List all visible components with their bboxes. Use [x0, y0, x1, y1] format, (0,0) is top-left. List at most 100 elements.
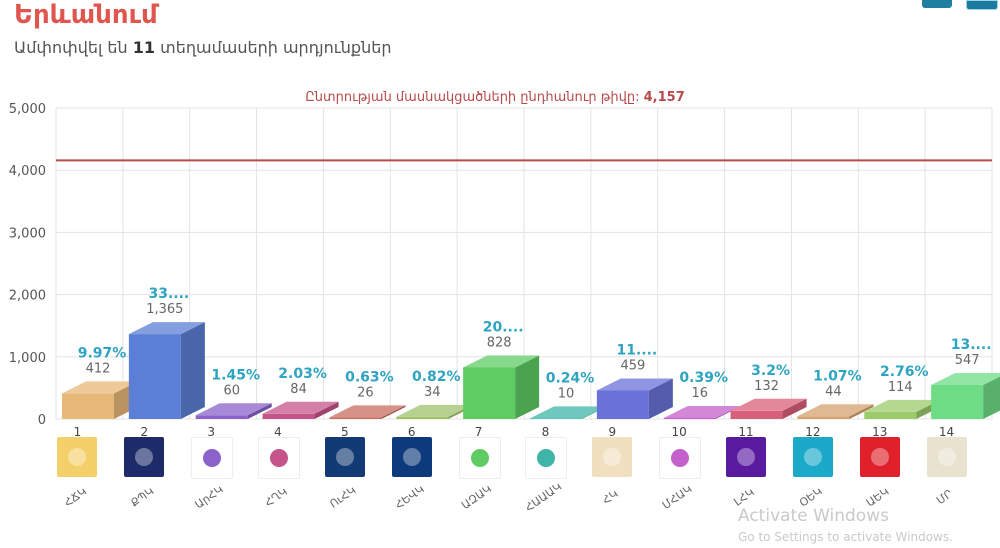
- bar-side: [515, 355, 540, 419]
- bar-front: [931, 384, 984, 419]
- party-name-label: ՄՐ: [934, 487, 955, 507]
- minimize-button[interactable]: [922, 0, 952, 8]
- tower-logo: [391, 437, 432, 477]
- y-tick-label: 5,000: [9, 102, 46, 117]
- bar-front: [864, 411, 917, 419]
- logo-mark-icon: [68, 448, 87, 466]
- subtitle-count: 11: [132, 38, 156, 57]
- bar-top: [463, 355, 540, 368]
- bar-front: [128, 334, 181, 419]
- logo-mark-icon: [135, 448, 154, 466]
- logo-mark-icon: [870, 448, 889, 466]
- y-tick-label: 4,000: [9, 164, 46, 179]
- party-name-label: ՈւՀԿ: [327, 484, 358, 511]
- bird-emblem-logo: [324, 437, 365, 477]
- bar-percent-label: 0.39%: [679, 370, 728, 386]
- bar-percent-label: 2.03%: [278, 366, 327, 382]
- teal-waves-logo: [792, 437, 833, 477]
- bar-front: [195, 415, 248, 419]
- bar-percent-label: 9.97%: [78, 345, 127, 361]
- bar-percent-label: 33....: [148, 286, 189, 302]
- chart-grid: 0 1,000 2,000 3,000 4,000 5,000 Ընտրության մաս…: [9, 90, 993, 428]
- ur-logo: [659, 437, 702, 479]
- x-tick-label: 11: [738, 425, 753, 439]
- bar-top: [329, 405, 406, 418]
- party-name-label: ՄՀԱԿ: [660, 482, 695, 512]
- bar-top: [864, 399, 941, 412]
- bar-value-label: 828: [487, 335, 512, 350]
- bar-percent-label: 1.45%: [211, 367, 260, 383]
- bar-value-label: 132: [754, 379, 779, 394]
- bar-top: [596, 378, 673, 391]
- x-tick-label: 6: [408, 425, 416, 439]
- logo-mark-icon: [603, 448, 622, 466]
- x-tick-label: 1: [74, 425, 82, 439]
- activation-watermark-title: Activate Windows: [738, 506, 889, 526]
- bar-percent-label: 0.63%: [345, 369, 394, 385]
- bar-value-label: 547: [955, 353, 980, 368]
- x-tick-label: 8: [542, 425, 550, 439]
- bar-top: [62, 381, 138, 394]
- party-name-label: ՀԵՎԿ: [393, 483, 427, 512]
- party-name-label: ՀԿ: [600, 487, 621, 507]
- activation-watermark-subtitle: Go to Settings to activate Windows.: [738, 530, 953, 544]
- logo-mark-icon: [937, 448, 956, 466]
- bar-front: [463, 367, 516, 419]
- subtitle-prefix: Ամփոփվել են: [14, 38, 128, 57]
- bar-value-label: 16: [691, 386, 708, 401]
- reference-line-value: 4,157: [644, 90, 685, 105]
- x-tick-label: 4: [274, 425, 282, 439]
- bar-value-label: 459: [620, 358, 645, 373]
- bar-front: [396, 416, 449, 419]
- party-name-label: ՀԱԱԱԿ: [523, 480, 564, 514]
- reference-line-caption: Ընտրության մասնակցածների ընդհանուր թիվը:: [305, 90, 643, 105]
- x-tick-label: 5: [341, 425, 349, 439]
- logo-mark-icon: [470, 449, 489, 467]
- people-photo-logo: [926, 437, 967, 477]
- logo-mark-icon: [203, 449, 222, 467]
- bar-top: [663, 406, 740, 419]
- ornament-logo: [592, 437, 633, 477]
- y-tick-label: 3,000: [9, 226, 46, 241]
- bar-top: [195, 403, 272, 416]
- bar-value-label: 44: [825, 384, 842, 399]
- bar-value-label: 1,365: [146, 302, 183, 317]
- bar-percent-label: 2.76%: [880, 364, 929, 380]
- bar-value-label: 114: [888, 380, 913, 395]
- bar-top: [931, 372, 1000, 385]
- party-name-label: ԱրՀԿ: [193, 483, 226, 512]
- bar-top: [396, 404, 473, 417]
- bar-percent-label: 20....: [483, 319, 524, 335]
- bar-front: [329, 417, 382, 419]
- x-tick-label: 12: [805, 425, 820, 439]
- chart-bars: [62, 322, 1000, 419]
- page-title: Երևանում: [14, 0, 158, 30]
- bar-percent-label: 0.24%: [546, 370, 595, 386]
- orange-swirl-logo: [191, 437, 234, 479]
- striped-book-logo: [458, 437, 501, 479]
- y-tick-label: 2,000: [9, 289, 46, 304]
- bar-top: [530, 406, 606, 419]
- star-emblem-logo: [124, 437, 165, 477]
- bar-side: [983, 376, 1000, 419]
- party-name-label: ԱԶԱԿ: [459, 482, 494, 512]
- party-name-label: ՔՊԿ: [128, 485, 156, 510]
- bar-percent-label: 11....: [616, 342, 657, 358]
- bar-side: [314, 401, 339, 419]
- bar-front: [62, 393, 114, 419]
- bar-value-label: 412: [86, 361, 111, 376]
- blue-stripes-logo: [258, 437, 300, 479]
- red-dots-logo: [859, 437, 900, 477]
- bar-front: [797, 416, 850, 419]
- x-tick-label: 3: [207, 425, 215, 439]
- bar-top: [797, 404, 874, 417]
- bar-side: [247, 403, 272, 419]
- y-tick-label: 1,000: [9, 351, 46, 366]
- bar-side: [648, 378, 673, 419]
- restore-button[interactable]: [966, 0, 998, 10]
- x-tick-label: 9: [608, 425, 616, 439]
- bar-front: [663, 418, 716, 419]
- bar-front: [730, 410, 783, 419]
